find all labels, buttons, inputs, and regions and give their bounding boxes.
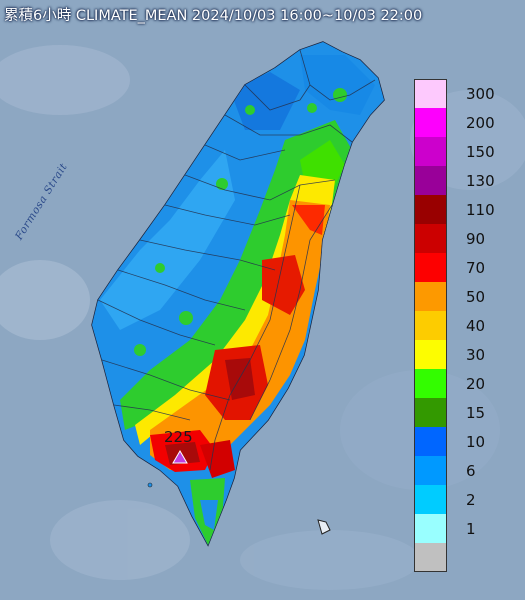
- legend-swatch: [414, 195, 447, 224]
- islet: [147, 482, 153, 488]
- legend-row: 90: [414, 224, 519, 253]
- legend-row: 30: [414, 340, 519, 369]
- legend-label: 90: [466, 230, 486, 248]
- legend-swatch: [414, 166, 447, 195]
- legend-label: 10: [466, 433, 486, 451]
- legend-label: 70: [466, 259, 486, 277]
- legend-swatch: [414, 224, 447, 253]
- legend-label: 6: [466, 462, 476, 480]
- legend-label: 1: [466, 520, 476, 538]
- legend-row: 15: [414, 398, 519, 427]
- legend-swatch: [414, 340, 447, 369]
- legend-row: 300: [414, 79, 519, 108]
- legend-row: 150: [414, 137, 519, 166]
- legend-label: 130: [466, 172, 495, 190]
- legend-label: 300: [466, 85, 495, 103]
- legend-swatch: [414, 253, 447, 282]
- legend-swatch: [414, 456, 447, 485]
- legend-row: 6: [414, 456, 519, 485]
- legend-label: 50: [466, 288, 486, 306]
- legend-swatch: [414, 282, 447, 311]
- county-boundaries: [97, 49, 376, 471]
- legend-swatch: [414, 108, 447, 137]
- max-rainfall-marker-icon: [172, 450, 188, 464]
- legend-row: 40: [414, 311, 519, 340]
- legend-label: 2: [466, 491, 476, 509]
- legend-label: 40: [466, 317, 486, 335]
- legend-row: 110: [414, 195, 519, 224]
- legend-swatch: [414, 485, 447, 514]
- legend-row: 130: [414, 166, 519, 195]
- legend-row: 10: [414, 427, 519, 456]
- legend-row: 70: [414, 253, 519, 282]
- legend-row: 50: [414, 282, 519, 311]
- rainfall-legend: 300 200 150 130 110 90 70 50 40 30 20 15 10 6 2 1: [414, 79, 519, 572]
- legend-swatch: [414, 514, 447, 543]
- legend-swatch: [414, 543, 447, 572]
- legend-label: 15: [466, 404, 486, 422]
- green-island: [317, 519, 331, 535]
- legend-label: 150: [466, 143, 495, 161]
- legend-row: 200: [414, 108, 519, 137]
- legend-swatch: [414, 398, 447, 427]
- legend-swatch: [414, 311, 447, 340]
- legend-swatch: [414, 369, 447, 398]
- legend-label: 110: [466, 201, 495, 219]
- legend-row: 2: [414, 485, 519, 514]
- legend-swatch: [414, 137, 447, 166]
- max-rainfall-value: 225: [164, 428, 193, 446]
- map-title: 累積6小時 CLIMATE_MEAN 2024/10/03 16:00~10/0…: [4, 8, 423, 24]
- legend-row: 20: [414, 369, 519, 398]
- legend-row: [414, 543, 519, 572]
- legend-swatch: [414, 79, 447, 108]
- legend-label: 200: [466, 114, 495, 132]
- legend-label: 30: [466, 346, 486, 364]
- legend-row: 1: [414, 514, 519, 543]
- legend-label: 20: [466, 375, 486, 393]
- legend-swatch: [414, 427, 447, 456]
